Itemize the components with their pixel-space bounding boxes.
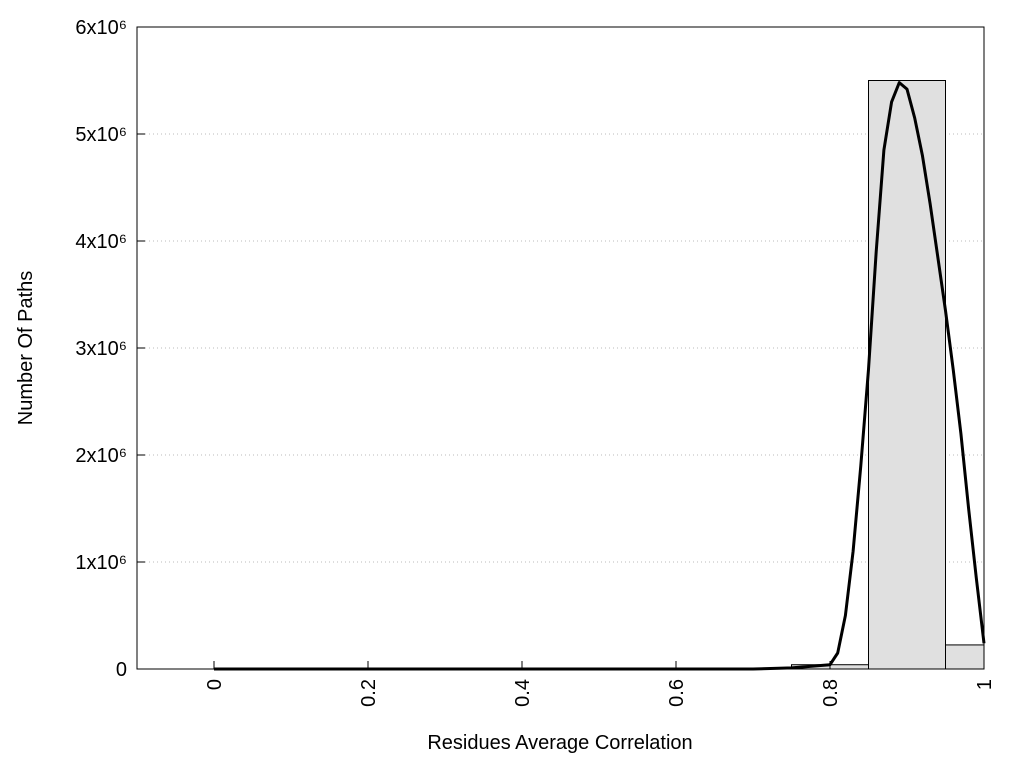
x-tick-label: 0 (204, 679, 226, 690)
x-tick-label: 0.6 (666, 679, 688, 707)
y-tick-label: 4x10⁶ (75, 231, 127, 253)
x-tick-label: 0.8 (820, 679, 842, 707)
y-tick-label: 2x10⁶ (75, 445, 127, 467)
y-tick-label: 1x10⁶ (75, 552, 127, 574)
y-axis-label: Number Of Paths (15, 271, 37, 426)
marks-layer (214, 80, 986, 671)
histogram-bar (945, 644, 985, 670)
x-tick-label: 1 (974, 679, 996, 690)
plot-frame (136, 26, 985, 670)
labels-layer: 0 1x10⁶ 2x10⁶ 3x10⁶ 4x10⁶ 5x10⁶ 6x10⁶ 0 0.2 0.4 0.… (75, 17, 996, 707)
x-tick-label: 0.4 (512, 679, 534, 707)
y-tick-label: 5x10⁶ (75, 124, 127, 146)
histogram-bar (868, 80, 946, 670)
y-tick-label: 6x10⁶ (75, 17, 127, 39)
x-axis-label: Residues Average Correlation (427, 732, 692, 754)
y-tick-label: 0 (116, 659, 127, 681)
y-tick-label: 3x10⁶ (75, 338, 127, 360)
x-tick-label: 0.2 (358, 679, 380, 707)
fit-curve (214, 81, 986, 671)
